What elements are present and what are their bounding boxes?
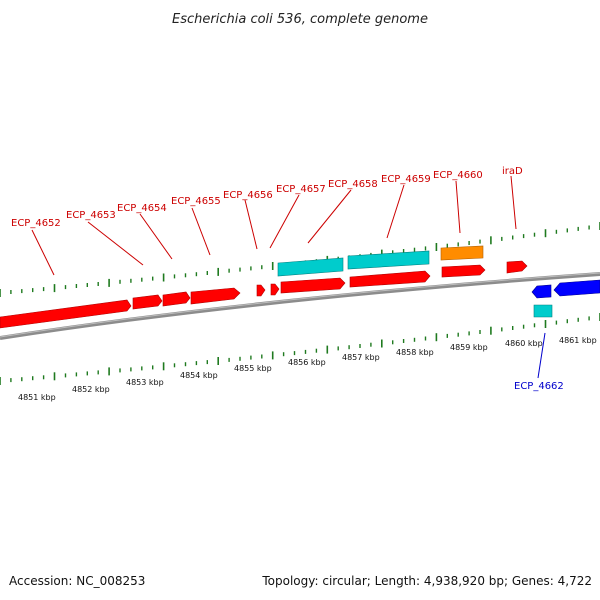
gene-ecp4656b-feature[interactable]	[270, 283, 280, 296]
gene-ecp4654-feature[interactable]	[162, 291, 191, 307]
gene-irad-feature[interactable]	[506, 260, 528, 274]
forward-cds-track	[0, 260, 528, 329]
gene-ecp4656-feature[interactable]	[256, 284, 266, 297]
kbp-tick-label: 4859 kbp	[450, 343, 488, 352]
label-connectors	[31, 175, 546, 379]
kbp-tick-label: 4861 kbp	[559, 336, 597, 345]
gene-ecp4658-rna-feature[interactable]	[347, 250, 430, 270]
outer-tick-ring	[0, 222, 600, 297]
gene-label-ecp4656[interactable]: ECP_4656	[223, 190, 273, 201]
kbp-tick-label: 4851 kbp	[18, 393, 56, 402]
gene-ecp4657-feature[interactable]	[280, 277, 346, 294]
gene-label-ecp4659[interactable]: ECP_4659	[381, 174, 431, 185]
gene-label-ecp4657[interactable]: ECP_4657	[276, 184, 326, 195]
gene-label-ecp4653[interactable]: ECP_4653	[66, 210, 116, 221]
connector-ecp4653	[87, 221, 144, 266]
reverse-cds-track	[531, 279, 600, 299]
kbp-tick-label: 4853 kbp	[126, 378, 164, 387]
kbp-tick-label: 4858 kbp	[396, 348, 434, 357]
gene-ecp4658-feature[interactable]	[349, 270, 431, 288]
gene-label-ecp4658[interactable]: ECP_4658	[328, 179, 378, 190]
accession-text: Accession: NC_008253	[9, 574, 145, 588]
map-title: Escherichia coli 536, complete genome	[172, 12, 428, 27]
kbp-tick-label: 4856 kbp	[288, 358, 326, 367]
gene-labels: ECP_4652 ECP_4653 ECP_4654 ECP_4655 ECP_…	[11, 166, 564, 392]
connector-irad	[510, 175, 517, 230]
gene-label-ecp4660[interactable]: ECP_4660	[433, 170, 483, 181]
connector-ecp4659	[386, 184, 405, 239]
gene-label-ecp4655[interactable]: ECP_4655	[171, 196, 221, 207]
gene-label-ecp4662[interactable]: ECP_4662	[514, 381, 564, 392]
connector-ecp4654	[139, 213, 173, 260]
gene-ecp4662-rna-feature[interactable]	[533, 304, 553, 318]
gene-label-ecp4652[interactable]: ECP_4652	[11, 218, 61, 229]
rna-track	[277, 245, 553, 318]
gene-ecp4655-feature[interactable]	[190, 287, 241, 305]
kbp-tick-labels: 4851 kbp 4852 kbp 4853 kbp 4854 kbp 4855…	[18, 336, 597, 402]
gene-ecp4660-other-feature[interactable]	[440, 245, 484, 261]
gene-ecp4662-feature[interactable]	[531, 284, 552, 299]
genome-summary-text: Topology: circular; Length: 4,938,920 bp…	[261, 574, 592, 588]
gene-ecp4652-feature[interactable]	[0, 299, 132, 329]
connector-ecp4662	[537, 332, 546, 379]
kbp-tick-label: 4860 kbp	[505, 339, 543, 348]
connector-ecp4660	[455, 180, 461, 234]
kbp-tick-label: 4855 kbp	[234, 364, 272, 373]
gene-ecp4657-rna-feature[interactable]	[277, 257, 344, 277]
kbp-tick-label: 4852 kbp	[72, 385, 110, 394]
gene-label-irad[interactable]: iraD	[502, 166, 523, 177]
connector-ecp4655	[191, 207, 211, 256]
inner-tick-ring	[0, 313, 600, 385]
genome-backbone	[0, 272, 600, 340]
connector-ecp4657	[269, 194, 300, 249]
connector-ecp4658	[307, 189, 352, 244]
kbp-tick-label: 4854 kbp	[180, 371, 218, 380]
connector-ecp4656	[244, 199, 258, 250]
gene-ecp4660-feature[interactable]	[441, 264, 486, 278]
gene-ecp4663-feature[interactable]	[553, 279, 600, 297]
connector-ecp4652	[31, 229, 55, 276]
kbp-tick-label: 4857 kbp	[342, 353, 380, 362]
gene-ecp4653-feature[interactable]	[132, 294, 163, 310]
gene-label-ecp4654[interactable]: ECP_4654	[117, 203, 167, 214]
genome-backbone-highlight	[0, 272, 600, 338]
